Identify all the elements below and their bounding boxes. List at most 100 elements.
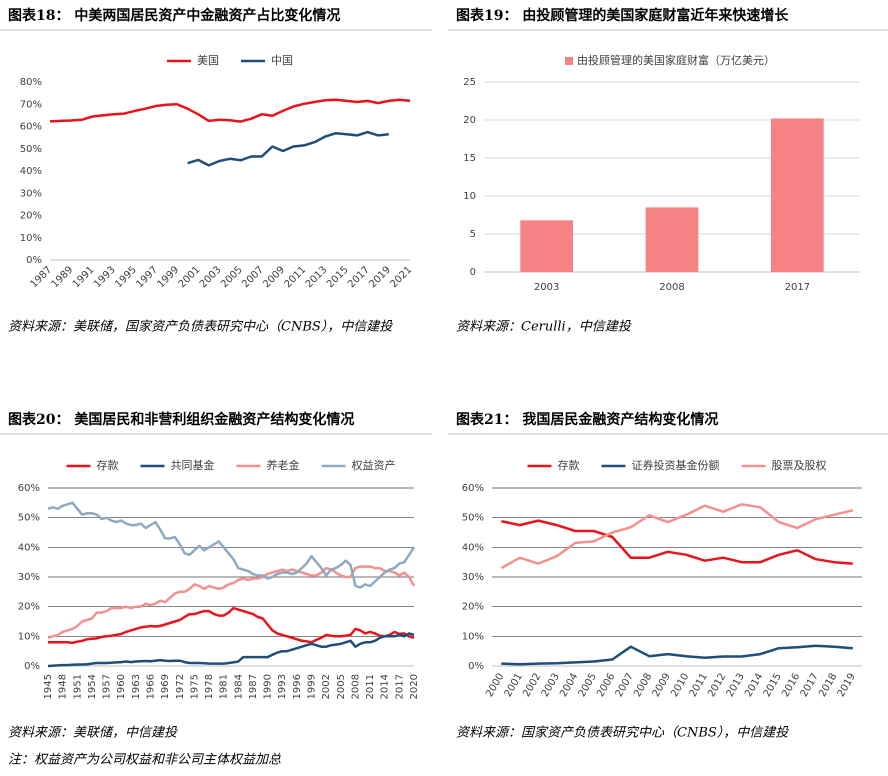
x-tick-label: 2011 <box>365 674 376 699</box>
series-line <box>47 632 415 668</box>
x-tick-label: 1966 <box>145 674 156 699</box>
source: 资料来源：美联储，国家资产负债表研究中心（CNBS），中信建投 <box>8 319 393 335</box>
x-tick-label: 1972 <box>175 674 186 699</box>
x-tick-label: 2005 <box>219 264 245 290</box>
y-tick-label: 5 <box>470 229 476 240</box>
x-tick-label: 1945 <box>43 674 54 699</box>
x-tick-label: 2019 <box>367 264 393 290</box>
y-tick-label: 20% <box>462 602 484 613</box>
chart-title: 图表21： 我国居民金融资产结构变化情况 <box>456 411 718 428</box>
series-line <box>47 501 416 589</box>
series-line <box>48 606 415 645</box>
x-tick-label: 1987 <box>28 264 54 290</box>
x-tick-label: 1997 <box>134 264 160 290</box>
x-tick-label: 1957 <box>102 674 113 699</box>
bar <box>520 220 573 272</box>
x-tick-label: 2017 <box>346 264 372 290</box>
x-tick-label: 1969 <box>160 674 171 699</box>
y-tick-label: 0 <box>470 267 476 278</box>
y-tick-label: 10% <box>462 631 484 642</box>
legend-label: 股票及股权 <box>772 459 827 472</box>
legend-label: 由投顾管理的美国家庭财富（万亿美元） <box>577 53 775 67</box>
chart-title: 图表18： 中美两国居民资产中金融资产占比变化情况 <box>8 7 340 24</box>
x-tick-label: 2008 <box>350 674 361 699</box>
legend-label: 权益资产 <box>352 458 396 472</box>
x-tick-label: 2017 <box>394 674 405 699</box>
y-tick-label: 30% <box>18 572 40 583</box>
y-tick-label: 60% <box>18 483 40 494</box>
x-tick-label: 1995 <box>113 264 139 290</box>
x-tick-label: 1954 <box>87 674 98 699</box>
series-line <box>501 519 853 565</box>
chart-title: 图表20： 美国居民和非营利组织金融资产结构变化情况 <box>8 411 354 428</box>
x-tick-label: 2008 <box>659 282 684 293</box>
legend-label: 证券投资基金份额 <box>632 458 720 472</box>
x-tick-label: 2017 <box>785 282 810 293</box>
legend-label: 存款 <box>97 458 119 472</box>
x-tick-label: 2020 <box>409 674 420 699</box>
source: 资料来源：美联储，中信建投 <box>8 726 178 741</box>
x-tick-label: 2001 <box>177 264 203 290</box>
y-tick-label: 40% <box>18 542 40 553</box>
y-tick-label: 60% <box>20 122 42 133</box>
y-tick-label: 40% <box>20 166 42 177</box>
y-tick-label: 10 <box>463 191 476 202</box>
source: 资料来源：国家资产负债表研究中心（CNBS），中信建投 <box>456 725 789 741</box>
x-tick-label: 1984 <box>233 674 244 699</box>
y-tick-label: 15 <box>463 153 476 164</box>
y-tick-label: 0% <box>468 661 484 672</box>
y-tick-label: 0% <box>24 661 40 672</box>
x-tick-label: 2002 <box>321 674 332 699</box>
bar <box>771 118 824 272</box>
y-tick-label: 50% <box>462 513 484 524</box>
y-tick-label: 50% <box>20 144 42 155</box>
legend-swatch <box>565 57 573 65</box>
x-tick-label: 1987 <box>248 674 259 699</box>
x-tick-label: 1989 <box>50 264 76 290</box>
y-tick-label: 20% <box>18 602 40 613</box>
chart-title: 图表19： 由投顾管理的美国家庭财富近年来快速增长 <box>456 7 789 24</box>
x-tick-label: 1993 <box>277 674 288 699</box>
x-tick-label: 1951 <box>72 674 83 699</box>
y-tick-label: 20% <box>20 211 42 222</box>
series-line <box>501 644 853 666</box>
legend-label: 中国 <box>271 54 293 67</box>
x-tick-label: 2009 <box>261 264 287 290</box>
x-tick-label: 1948 <box>58 674 69 699</box>
x-tick-label: 1993 <box>92 264 118 290</box>
legend-label: 美国 <box>197 54 219 67</box>
y-tick-label: 25 <box>463 77 476 88</box>
x-tick-label: 1990 <box>263 674 274 699</box>
y-tick-label: 30% <box>462 572 484 583</box>
x-tick-label: 1981 <box>219 674 230 699</box>
x-tick-label: 2019 <box>836 672 858 700</box>
x-tick-label: 1999 <box>307 674 318 699</box>
x-tick-label: 2003 <box>534 282 559 293</box>
y-tick-label: 20 <box>463 115 476 126</box>
y-tick-label: 0% <box>26 255 42 266</box>
y-tick-label: 50% <box>18 513 40 524</box>
x-tick-label: 2011 <box>283 264 309 290</box>
x-tick-label: 2007 <box>240 264 266 290</box>
y-tick-label: 60% <box>462 483 484 494</box>
y-tick-label: 10% <box>18 631 40 642</box>
note: 注：权益资产为公司权益和非公司主体权益加总 <box>8 753 281 768</box>
x-tick-label: 2015 <box>325 264 351 290</box>
x-tick-label: 2013 <box>304 264 330 290</box>
y-tick-label: 80% <box>20 77 42 88</box>
x-tick-label: 2021 <box>388 264 414 290</box>
x-tick-label: 2005 <box>336 674 347 699</box>
y-tick-label: 70% <box>20 99 42 110</box>
y-tick-label: 30% <box>20 188 42 199</box>
bar <box>645 207 699 272</box>
series-line <box>500 503 854 570</box>
x-tick-label: 1975 <box>189 674 200 699</box>
series-line <box>187 130 389 167</box>
x-tick-label: 1991 <box>71 264 97 290</box>
series-line <box>49 98 411 123</box>
x-tick-label: 1996 <box>292 674 303 699</box>
legend-label: 存款 <box>558 458 580 472</box>
legend-label: 养老金 <box>267 458 300 472</box>
legend-label: 共同基金 <box>171 458 215 472</box>
